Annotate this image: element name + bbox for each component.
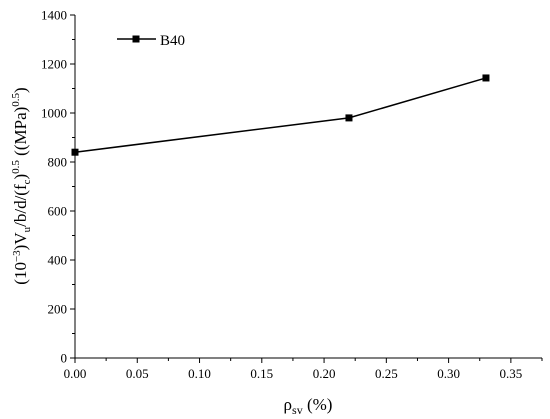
x-ticks: 0.00 0.05 0.10 0.15 0.20 0.25 0.30 0.35 [64,358,543,381]
y-tick-label: 800 [48,155,68,170]
y-axis-title: (10−3)Vu/b/d/(fc)0.5 ((MPa)0.5) [10,87,33,284]
y-tick-label: 1200 [41,57,67,72]
x-tick-label: 0.05 [126,366,149,381]
y-tick-label: 200 [48,302,68,317]
y-tick-label: 600 [48,204,68,219]
x-tick-label: 0.00 [64,366,87,381]
series-line [74,77,487,153]
data-point [345,114,353,122]
y-tick-label: 1000 [41,106,67,121]
x-tick-label: 0.25 [375,366,398,381]
data-point [482,74,490,82]
x-axis-title-sub: sv [292,403,303,417]
x-tick-label: 0.10 [188,366,211,381]
x-axis-title: ρsv (%) [284,395,333,417]
x-axis-title-tail: (%) [303,395,333,414]
legend-marker [132,35,140,43]
plot-frame [74,15,542,359]
x-tick-label: 0.20 [313,366,336,381]
y-tick-label: 400 [48,253,68,268]
x-tick-label: 0.35 [499,366,522,381]
y-tick-label: 1400 [41,8,67,23]
x-tick-label: 0.15 [250,366,273,381]
y-ticks: 0 200 400 600 800 1000 1200 1400 [41,8,75,366]
data-point [71,148,79,156]
series-layer [71,74,490,156]
legend-label: B40 [160,33,185,49]
legend: B40 [117,33,185,49]
x-tick-label: 0.30 [437,366,460,381]
x-axis-title-main: ρ [284,395,292,414]
y-tick-label: 0 [61,351,68,366]
